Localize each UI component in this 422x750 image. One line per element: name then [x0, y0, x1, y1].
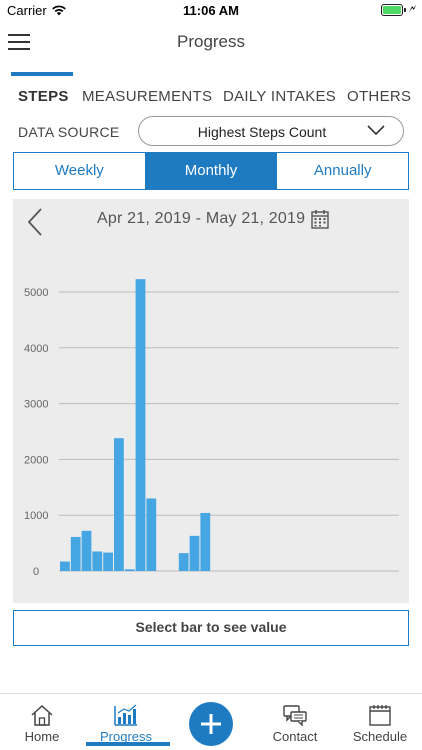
data-source-value: Highest Steps Count	[197, 124, 327, 140]
nav-progress-label: Progress	[99, 729, 153, 744]
progress-chart-icon	[114, 704, 137, 726]
y-tick-label: 1000	[24, 510, 48, 522]
steps-bar-chart: 0 1000 2000 3000 4000 5000	[24, 279, 399, 578]
nav-schedule-label: Schedule	[352, 729, 408, 744]
bottom-navigation: Home Progress Contact	[0, 693, 422, 750]
charging-icon: 🗲	[409, 3, 417, 15]
select-bar-hint: Select bar to see value	[13, 610, 409, 646]
y-tick-label: 5000	[24, 287, 48, 299]
page-title: Progress	[176, 32, 246, 51]
period-weekly-button[interactable]: Weekly	[14, 153, 146, 189]
chart-bar[interactable]	[178, 553, 189, 571]
active-tab-indicator	[11, 72, 73, 76]
battery-icon	[381, 4, 406, 16]
status-bar: Carrier 11:06 AM 🗲	[0, 0, 422, 22]
chart-bar[interactable]	[60, 561, 70, 571]
chat-icon	[283, 705, 307, 726]
chart-bar[interactable]	[114, 438, 124, 571]
y-tick-label: 2000	[24, 454, 48, 466]
carrier-label: Carrier	[7, 3, 47, 18]
nav-home-label: Home	[24, 729, 60, 744]
chart-bar[interactable]	[70, 536, 81, 571]
header: Progress	[0, 22, 422, 62]
nav-home[interactable]: Home	[2, 694, 82, 750]
chart-bar[interactable]	[124, 569, 135, 571]
date-range-label: Apr 21, 2019 - May 21, 2019	[97, 210, 306, 227]
y-tick-label: 3000	[24, 399, 48, 411]
period-monthly-button[interactable]: Monthly	[145, 153, 278, 189]
tab-steps[interactable]: STEPS	[18, 88, 69, 105]
tab-measurements[interactable]: MEASUREMENTS	[82, 88, 213, 105]
home-icon	[31, 704, 53, 726]
chart-panel: Apr 21, 2019 - May 21, 2019 0 1000 2000 300…	[13, 199, 409, 603]
nav-contact-label: Contact	[272, 729, 318, 744]
chart-bar[interactable]	[189, 535, 200, 571]
nav-progress[interactable]: Progress	[86, 694, 166, 750]
y-tick-label: 4000	[24, 343, 48, 355]
nav-schedule[interactable]: Schedule	[340, 694, 420, 750]
plus-icon	[201, 714, 221, 734]
category-tabs: STEPS MEASUREMENTS DAILY INTAKES OTHERS	[0, 72, 422, 112]
add-button[interactable]	[189, 702, 233, 746]
status-time: 11:06 AM	[183, 3, 239, 18]
nav-active-indicator	[86, 742, 170, 746]
nav-contact[interactable]: Contact	[255, 694, 335, 750]
hamburger-menu-icon[interactable]	[8, 34, 30, 50]
calendar-icon[interactable]	[311, 209, 329, 229]
chevron-down-icon	[367, 125, 385, 136]
period-annually-button[interactable]: Annually	[313, 162, 372, 179]
chart-bar[interactable]	[146, 498, 157, 571]
data-source-dropdown[interactable]: Highest Steps Count	[138, 116, 404, 146]
period-segmented-control: Weekly Monthly Annually	[13, 152, 409, 190]
chart-bar[interactable]	[92, 551, 103, 571]
chart-bar[interactable]	[135, 279, 146, 571]
wifi-icon	[52, 5, 66, 16]
chart-bar[interactable]	[200, 512, 211, 571]
chart-bar[interactable]	[103, 552, 113, 571]
data-source-label: DATA SOURCE	[18, 124, 120, 140]
chart-bar[interactable]	[81, 530, 92, 571]
y-tick-label: 0	[33, 566, 39, 578]
calendar-icon	[369, 705, 391, 726]
tab-others[interactable]: OTHERS	[347, 88, 412, 105]
chevron-left-icon[interactable]	[27, 207, 43, 237]
tab-daily-intakes[interactable]: DAILY INTAKES	[223, 88, 337, 105]
